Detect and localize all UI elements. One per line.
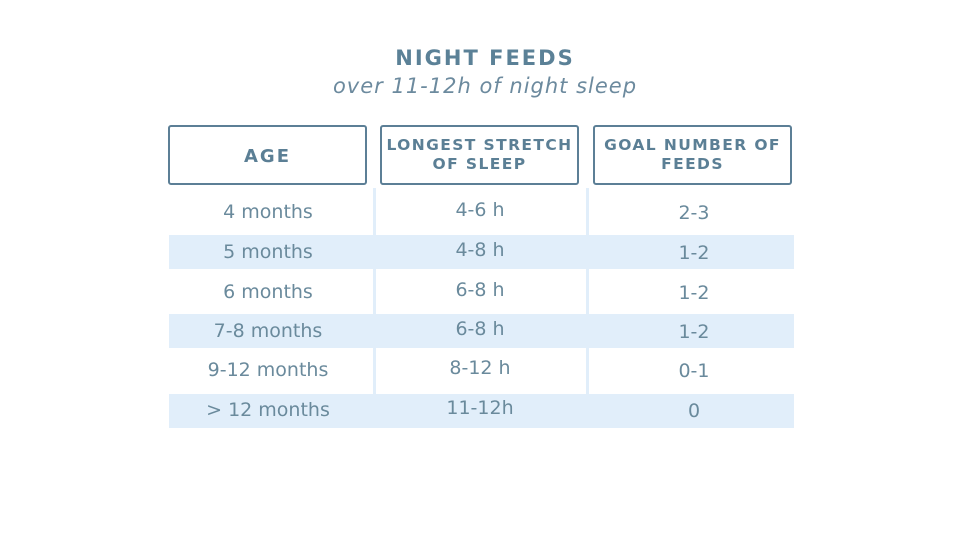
header-stretch-line2: OF SLEEP (432, 155, 527, 173)
table-row-band (169, 394, 794, 428)
cell-goal-feeds: 1-2 (678, 321, 710, 343)
table-row-band (169, 235, 794, 269)
cell-age: 6 months (223, 281, 313, 303)
cell-longest-stretch: 4-8 h (455, 239, 505, 261)
column-divider (373, 188, 376, 428)
cell-goal-feeds: 1-2 (678, 282, 710, 304)
cell-longest-stretch: 8-12 h (449, 357, 511, 379)
table-row-band (169, 314, 794, 348)
cell-longest-stretch: 4-6 h (455, 199, 505, 221)
page-title: NIGHT FEEDS (395, 46, 575, 70)
cell-age: 4 months (223, 201, 313, 223)
cell-longest-stretch: 6-8 h (455, 318, 505, 340)
cell-age: 9-12 months (207, 359, 329, 381)
header-goal-feeds: GOAL NUMBER OF FEEDS (593, 125, 792, 185)
page-subtitle: over 11-12h of night sleep (332, 74, 638, 98)
cell-age: 5 months (223, 241, 313, 263)
cell-goal-feeds: 2-3 (678, 202, 710, 224)
header-longest-stretch: LONGEST STRETCH OF SLEEP (380, 125, 579, 185)
header-goal-line2: FEEDS (661, 155, 724, 173)
header-goal-line1: GOAL NUMBER OF (604, 136, 781, 154)
header-age-label: AGE (243, 145, 291, 167)
cell-goal-feeds: 0-1 (678, 360, 710, 382)
column-divider (586, 188, 589, 428)
cell-age: > 12 months (206, 399, 330, 421)
cell-longest-stretch: 6-8 h (455, 279, 505, 301)
cell-goal-feeds: 1-2 (678, 242, 710, 264)
cell-longest-stretch: 11-12h (446, 397, 514, 419)
header-stretch-line1: LONGEST STRETCH (386, 136, 573, 154)
cell-goal-feeds: 0 (687, 400, 701, 422)
cell-age: 7-8 months (213, 320, 323, 342)
header-age: AGE (168, 125, 367, 185)
